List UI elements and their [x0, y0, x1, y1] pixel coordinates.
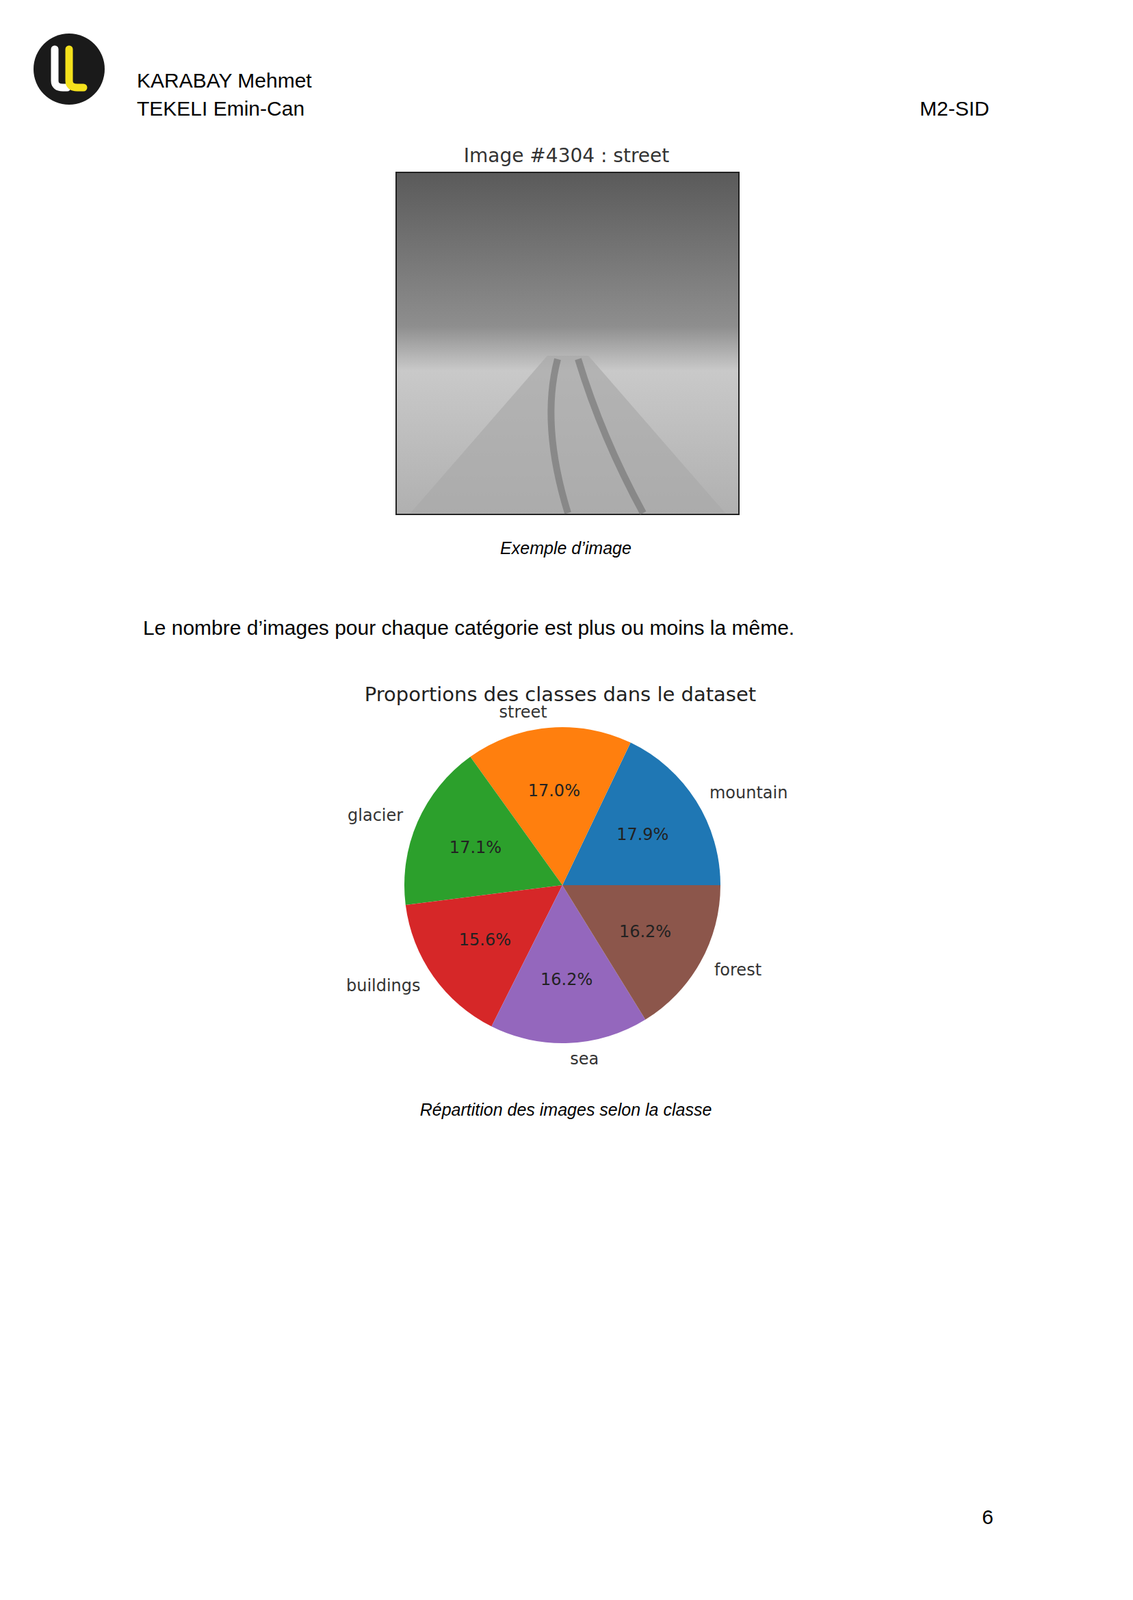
slice [404, 756, 563, 906]
logo-circle [33, 33, 105, 105]
paragraph: Le nombre d’images pour chaque catégorie… [142, 616, 795, 640]
category-label: forest [714, 960, 762, 980]
category-label: glacier [347, 805, 403, 826]
logo-stroke [54, 49, 68, 88]
logo [33, 33, 105, 105]
figure: Image #4304 : street Exemple d’image [396, 144, 739, 558]
page-number: 6 [981, 1505, 994, 1529]
caption: Exemple d’image [500, 538, 632, 558]
data-label: 15.6% [459, 930, 512, 950]
category-label: mountain [709, 783, 788, 803]
author-name: KARABAY Mehmet [136, 69, 312, 92]
category-label: buildings [346, 976, 421, 996]
data-label: 17.9% [616, 825, 669, 845]
slice [562, 885, 721, 1021]
page-background [0, 0, 1133, 1600]
page: KARABAY Mehmet TEKELI Emin-Can M2-SID Image… [0, 0, 1133, 1600]
logo-stroke [69, 49, 84, 88]
photo-tracks [550, 359, 644, 514]
data-label: 16.2% [619, 922, 672, 942]
figure-title: Image #4304 : street [463, 144, 670, 167]
slice-labels: mountain 17.9% street 17.0% glacier 17.1% buil… [346, 702, 789, 1069]
data-label: 17.0% [528, 781, 581, 801]
data-label: 17.1% [449, 838, 502, 858]
photo-road [410, 355, 726, 514]
pie-chart: Proportions des classes dans le datasetm… [346, 682, 789, 1069]
slices [404, 727, 721, 1044]
header: KARABAY Mehmet TEKELI Emin-Can M2-SID [136, 69, 990, 120]
course: M2-SID [919, 97, 990, 120]
caption: Répartition des images selon la classe [420, 1100, 713, 1120]
chart-title: Proportions des classes dans le dataset [364, 682, 757, 707]
category-label: street [498, 702, 547, 722]
data-label: 16.2% [540, 970, 593, 990]
author-name: TEKELI Emin-Can [136, 97, 305, 120]
category-label: sea [569, 1049, 599, 1069]
photo [396, 172, 739, 515]
